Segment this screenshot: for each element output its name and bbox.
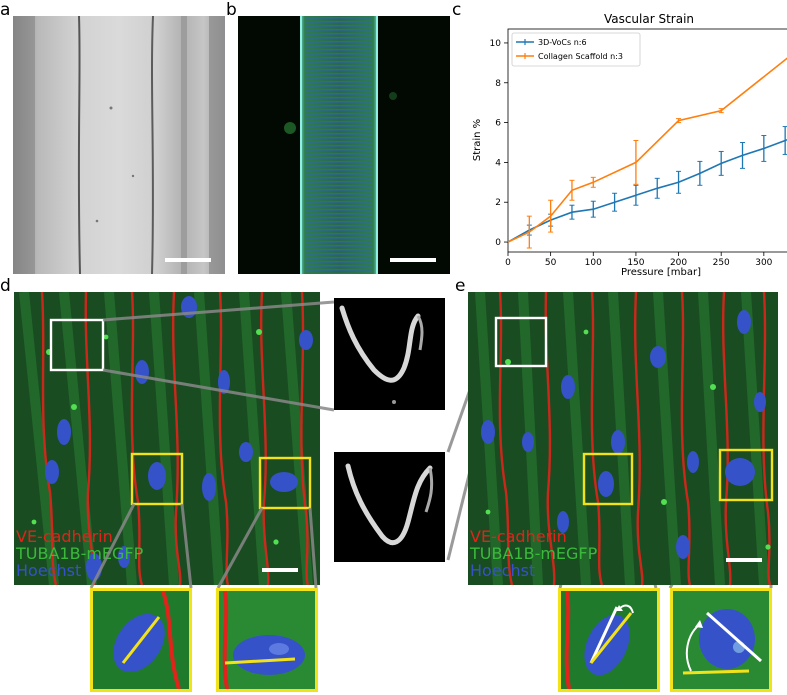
x-tick-label-5: 250 [713, 258, 730, 268]
x-tick-label-6: 300 [755, 258, 772, 268]
y-tick-label-1: 2 [495, 198, 501, 208]
zoom-inset-junction-2 [334, 452, 445, 562]
y-tick-label-3: 6 [495, 119, 501, 129]
x-tick-label-0: 0 [505, 258, 511, 268]
x-tick-label-1: 50 [545, 258, 557, 268]
x-tick-label-2: 100 [585, 258, 602, 268]
nucleus-axis-e-1-white [589, 606, 619, 664]
vessel-fluorescence-image [238, 16, 450, 274]
nucleus-inset-e-2 [670, 588, 772, 692]
zoom-inset-junction-1 [334, 298, 445, 410]
scale-bar-e [726, 558, 762, 562]
roi-white-box-d [49, 318, 105, 372]
nucleus-inset-d-1 [90, 588, 192, 692]
nucleus-inset-d-2 [216, 588, 318, 692]
legend-label-collagen: Collagen Scaffold n:3 [538, 52, 623, 61]
nucleus-axis-e-2-yellow [682, 669, 750, 675]
roi-yellow-box-d-1 [130, 452, 184, 506]
channel-legend-e: VE-cadherin TUBA1B-mEGFP Hoechst [470, 528, 597, 579]
roi-yellow-box-e-2 [718, 448, 774, 502]
x-tick-label-3: 150 [627, 258, 644, 268]
nucleus-axis-e-1-yellow [589, 612, 633, 664]
nucleus-axis-d-1 [121, 616, 161, 664]
label-ve-cadherin-d: VE-cadherin [16, 527, 113, 546]
microscopy-image-d: VE-cadherin TUBA1B-mEGFP Hoechst [14, 292, 320, 585]
chart-title: Vascular Strain [604, 12, 694, 26]
nucleus-inset-e-1 [558, 588, 660, 692]
roi-yellow-box-d-2 [258, 456, 312, 510]
legend-label-vocs: 3D-VoCs n:6 [538, 38, 587, 47]
roi-yellow-box-e-1 [582, 452, 634, 506]
y-tick-label-4: 8 [495, 79, 501, 89]
y-tick-label-5: 10 [490, 39, 502, 49]
label-hoechst-e: Hoechst [470, 561, 536, 580]
label-hoechst-d: Hoechst [16, 561, 82, 580]
label-ve-cadherin-e: VE-cadherin [470, 527, 567, 546]
nucleus-axis-d-2 [224, 657, 296, 665]
vascular-strain-chart: Vascular Strain 050100150200250300350024… [472, 12, 787, 278]
x-axis-label: Pressure [mbar] [621, 267, 701, 278]
legend-box [511, 32, 641, 67]
nucleus-axis-e-2-white [706, 611, 762, 663]
panel-label-b: b [226, 0, 237, 20]
panel-label-e: e [455, 276, 466, 296]
label-tuba1b-e: TUBA1B-mEGFP [470, 544, 598, 563]
panel-label-c: c [452, 0, 462, 20]
microscopy-image-e: VE-cadherin TUBA1B-mEGFP Hoechst [468, 292, 778, 585]
y-axis-label: Strain % [472, 119, 483, 161]
scale-bar-a [165, 258, 211, 262]
scale-bar-b [390, 258, 436, 262]
brightfield-image [13, 16, 225, 274]
roi-white-box-e [494, 316, 548, 368]
y-tick-label-2: 4 [495, 158, 501, 168]
panel-label-a: a [0, 0, 11, 20]
scale-bar-d [262, 568, 298, 572]
rotation-arrow-e-2 [685, 624, 700, 672]
y-tick-label-0: 0 [495, 238, 501, 248]
x-tick-label-4: 200 [670, 258, 687, 268]
plot-area [507, 28, 787, 253]
panel-label-d: d [0, 276, 11, 296]
